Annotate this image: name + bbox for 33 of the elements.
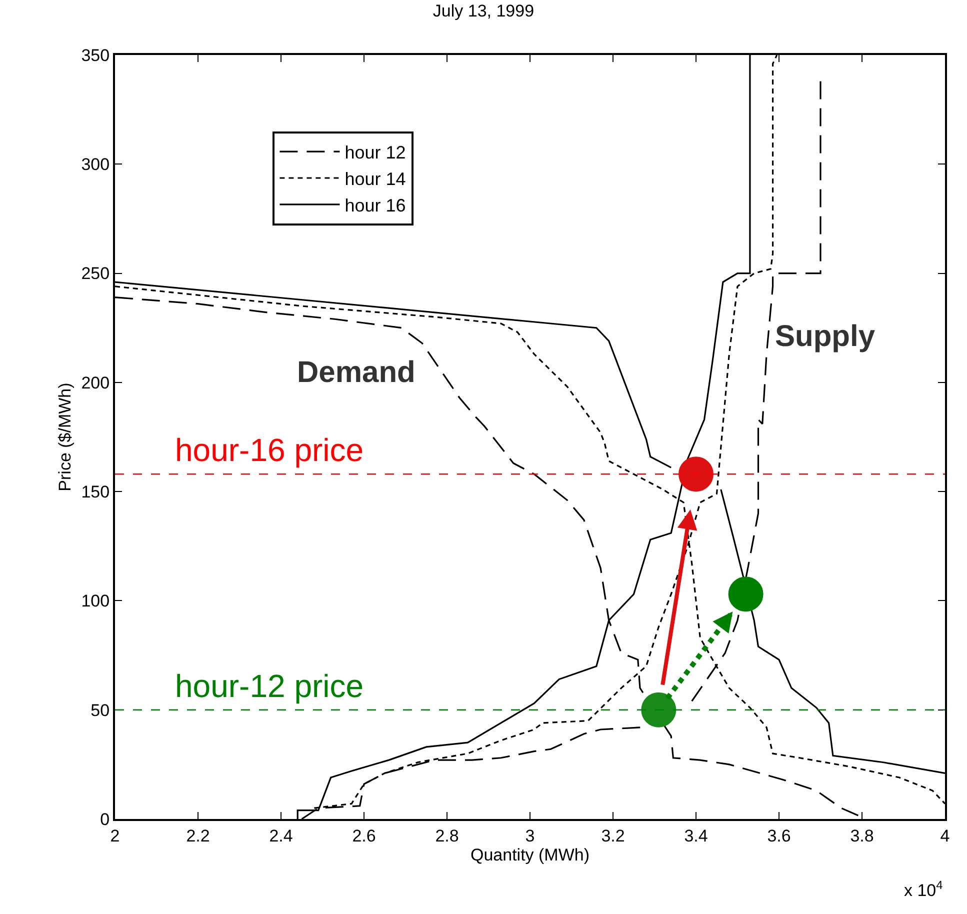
legend-label: hour 12 [344, 142, 406, 163]
y-tick-label: 0 [100, 810, 110, 829]
x-tick-label: 2.6 [352, 826, 376, 846]
annotation: Demand [297, 356, 416, 389]
ref-line-label: hour-16 price [175, 432, 364, 468]
x-tick-label: 3.2 [601, 826, 625, 846]
x-tick-label: 4 [940, 826, 950, 846]
y-axis-title: Price ($/MWh) [55, 382, 74, 492]
chart-title: July 13, 1999 [432, 1, 534, 20]
legend-label: hour 16 [344, 195, 406, 216]
x-tick-label: 2.2 [186, 826, 210, 846]
y-tick-label: 350 [81, 46, 110, 65]
annotation: Supply [775, 320, 876, 353]
y-tick-label: 100 [81, 592, 110, 611]
y-tick-label: 150 [81, 482, 110, 502]
x-tick-label: 2.4 [269, 826, 293, 846]
point [678, 456, 714, 492]
y-tick-label: 300 [81, 155, 110, 174]
point [641, 692, 676, 728]
y-tick-label: 50 [90, 700, 110, 720]
x-tick-label: 3.4 [684, 826, 708, 846]
x-tick-label: 2.8 [435, 826, 459, 846]
x-tick-label: 3.8 [850, 826, 874, 846]
x-axis-title: Quantity (MWh) [470, 845, 590, 864]
y-tick-label: 250 [81, 264, 110, 284]
y-tick-label: 200 [81, 373, 110, 392]
point [728, 576, 764, 612]
x-tick-label: 3.6 [767, 826, 791, 846]
x-tick-label: 3 [525, 826, 535, 846]
x-tick-label: 2 [110, 826, 120, 846]
legend-label: hour 14 [344, 169, 406, 190]
text: x 10$^{4}$ [904, 878, 944, 900]
ref-line-label: hour-12 price [175, 668, 364, 704]
